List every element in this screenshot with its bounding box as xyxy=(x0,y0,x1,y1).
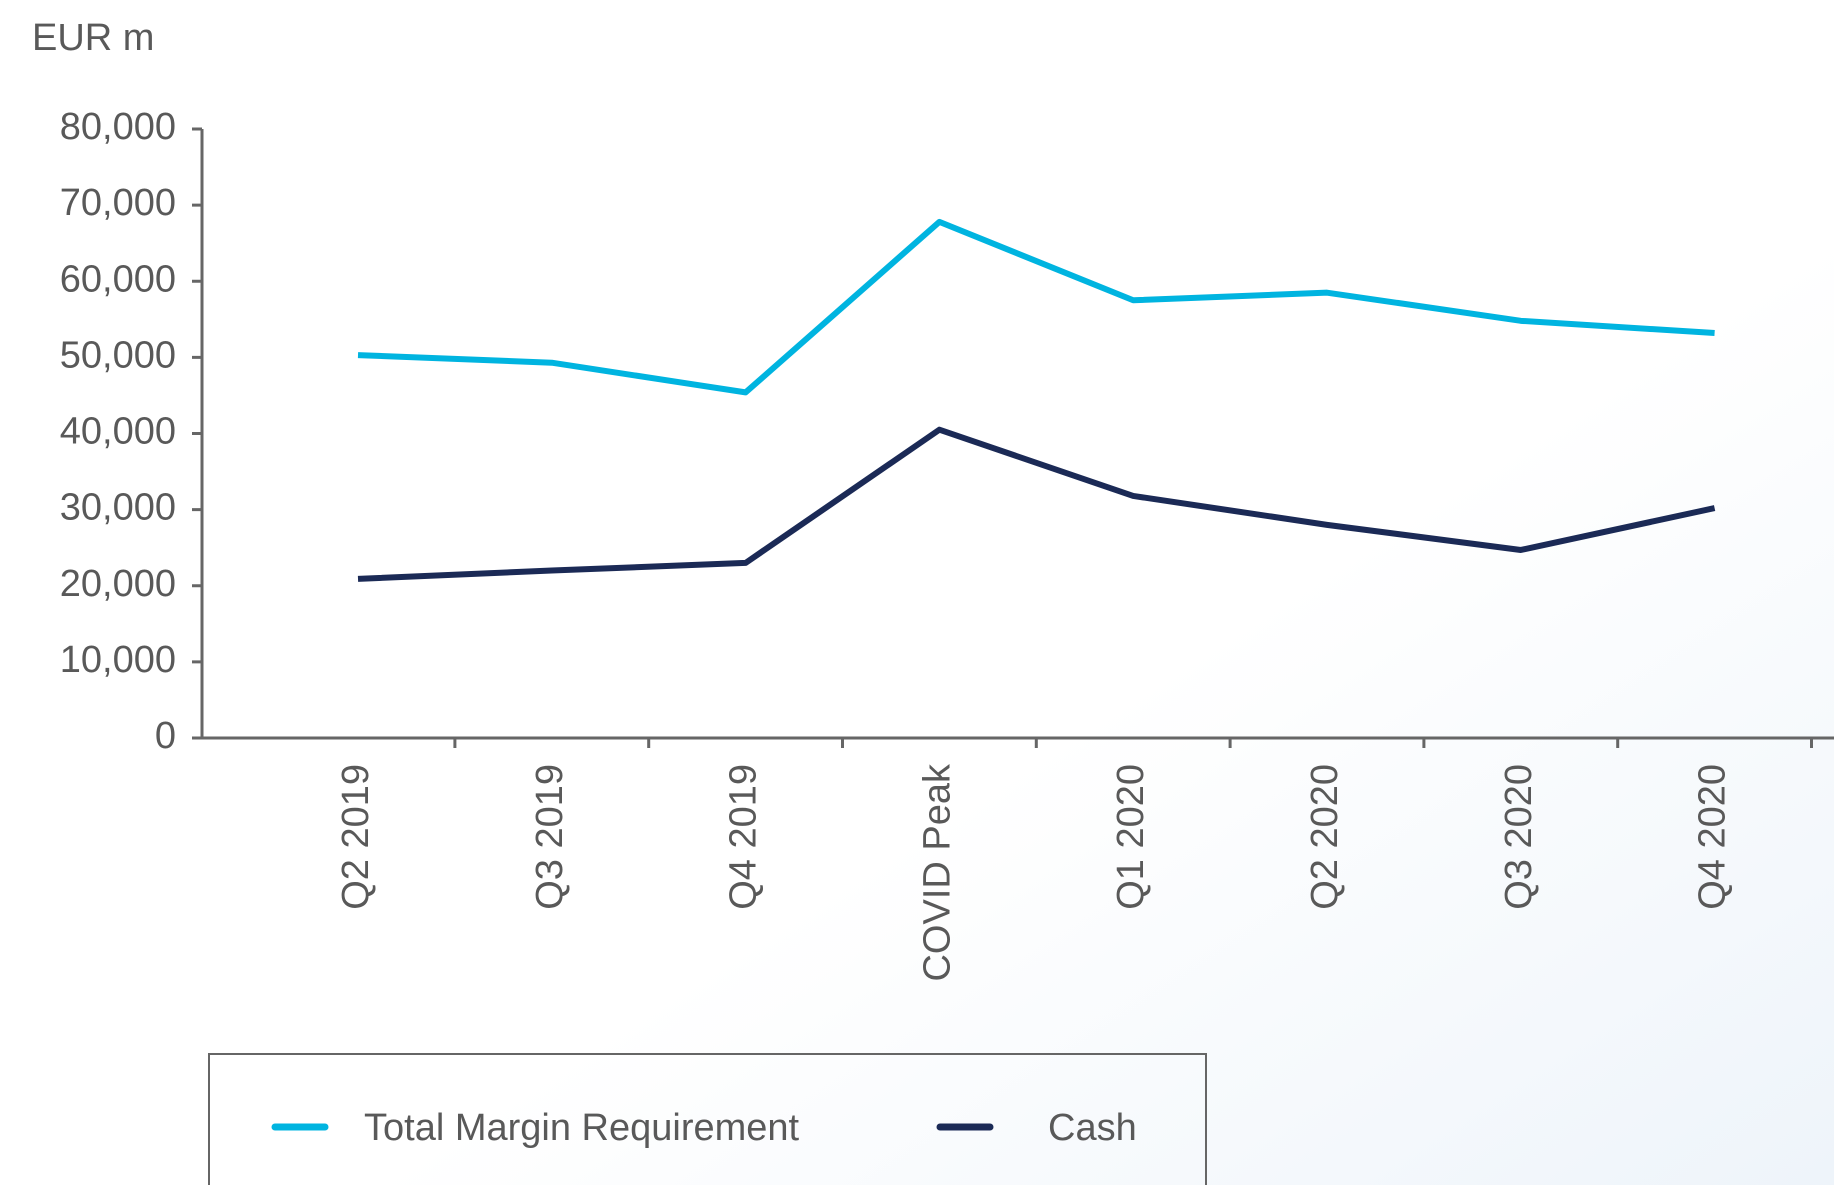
y-tick-label: 50,000 xyxy=(60,334,176,376)
y-tick-label: 20,000 xyxy=(60,563,176,605)
y-tick-label: 10,000 xyxy=(60,639,176,681)
legend-label: Cash xyxy=(1048,1107,1137,1149)
y-tick-label: 0 xyxy=(155,715,176,757)
y-tick-label: 80,000 xyxy=(60,106,176,148)
x-tick-label: Q3 2020 xyxy=(1498,764,1540,910)
legend-box xyxy=(208,1053,1207,1185)
x-tick-label: Q1 2020 xyxy=(1110,764,1152,910)
y-tick-label: 70,000 xyxy=(60,182,176,224)
x-tick-label: COVID Peak xyxy=(916,763,958,982)
y-axis-label: EUR m xyxy=(32,17,154,59)
y-tick-label: 40,000 xyxy=(60,411,176,453)
series-line xyxy=(357,218,1715,396)
x-tick-label: Q2 2019 xyxy=(335,764,377,910)
x-tick-label: Q2 2020 xyxy=(1304,764,1346,910)
x-tick-label: Q3 2019 xyxy=(529,764,571,910)
x-tick-label: Q4 2020 xyxy=(1692,764,1734,910)
series-line xyxy=(357,426,1716,582)
x-tick-label: Q4 2019 xyxy=(723,764,765,910)
y-tick-label: 60,000 xyxy=(60,258,176,300)
legend-label: Total Margin Requirement xyxy=(364,1107,800,1149)
y-tick-label: 30,000 xyxy=(60,487,176,529)
